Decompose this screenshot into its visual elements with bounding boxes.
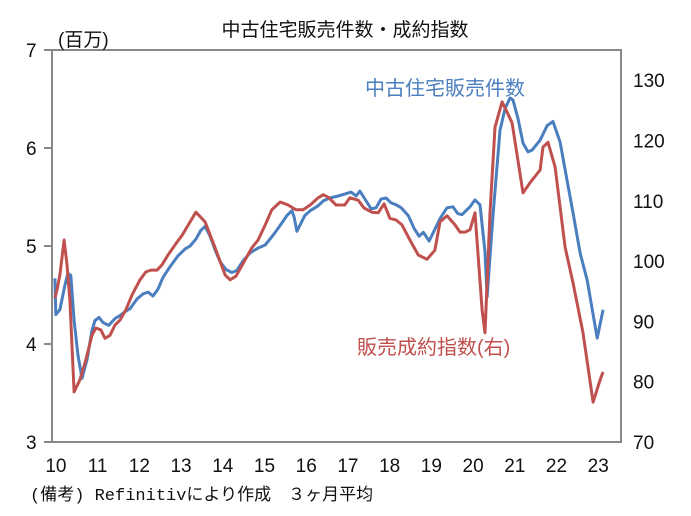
right-tick-label: 100 bbox=[633, 252, 665, 273]
footnote: (備考) Refinitivにより作成 ３ヶ月平均 bbox=[30, 485, 373, 506]
right-tick-label: 90 bbox=[633, 312, 654, 333]
series-label-pending-index: 販売成約指数(右) bbox=[357, 336, 510, 359]
right-tick-label: 110 bbox=[633, 192, 663, 213]
x-tick-label: 20 bbox=[463, 456, 484, 477]
x-axis: 10 11 12 13 14 15 16 17 18 19 20 21 22 23 bbox=[45, 456, 608, 477]
x-tick-label: 13 bbox=[170, 456, 191, 477]
sales-line bbox=[53, 96, 605, 380]
x-tick-label: 14 bbox=[212, 456, 234, 477]
x-tick-label: 21 bbox=[504, 456, 525, 477]
left-tick-label: 5 bbox=[26, 237, 37, 258]
chart-title: 中古住宅販売件数・成約指数 bbox=[221, 19, 468, 41]
x-tick-label: 22 bbox=[546, 456, 567, 477]
pending-index-line bbox=[53, 100, 605, 404]
x-tick-label: 16 bbox=[296, 456, 317, 477]
plot-area-frame bbox=[51, 49, 622, 443]
right-tick-label: 120 bbox=[633, 131, 665, 152]
x-tick-label: 23 bbox=[588, 456, 609, 477]
series-lines bbox=[53, 96, 605, 404]
left-axis-unit: (百万) bbox=[58, 30, 109, 51]
x-tick-label: 19 bbox=[421, 456, 442, 477]
x-tick-label: 18 bbox=[379, 456, 400, 477]
right-tick-label: 80 bbox=[633, 373, 654, 394]
left-tick-label: 7 bbox=[26, 41, 37, 62]
right-tick-label: 70 bbox=[633, 433, 654, 454]
right-axis: 70 80 90 100 110 120 130 bbox=[633, 71, 665, 454]
series-label-sales: 中古住宅販売件数 bbox=[365, 77, 525, 100]
x-tick-label: 12 bbox=[129, 456, 150, 477]
x-tick-label: 15 bbox=[254, 456, 275, 477]
left-tick-label: 3 bbox=[26, 433, 37, 454]
left-tick-label: 6 bbox=[26, 139, 37, 160]
left-axis: 3 4 5 6 7 bbox=[26, 41, 52, 454]
left-tick-label: 4 bbox=[26, 335, 37, 356]
x-tick-label: 10 bbox=[45, 456, 66, 477]
x-tick-label: 11 bbox=[88, 456, 108, 477]
right-tick-label: 130 bbox=[633, 71, 665, 92]
x-tick-label: 17 bbox=[337, 456, 358, 477]
